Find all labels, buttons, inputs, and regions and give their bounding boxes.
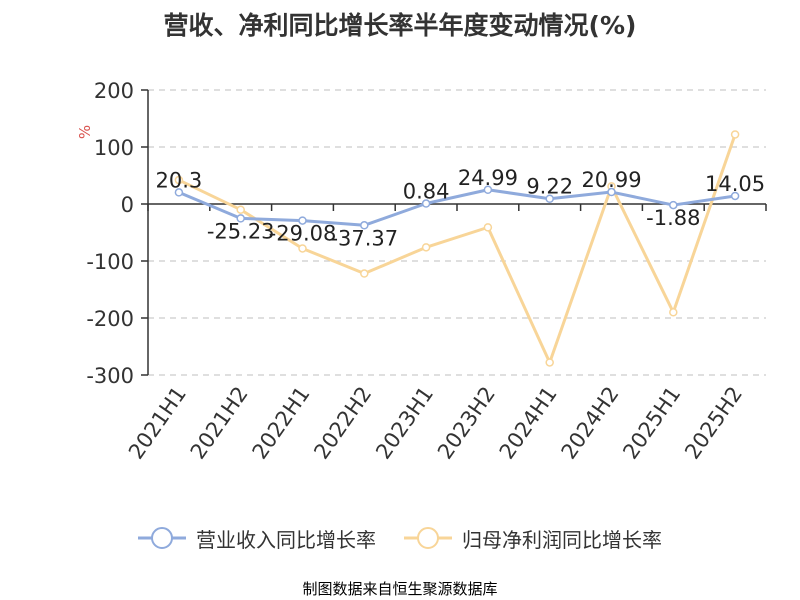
data-point-profit <box>174 175 184 185</box>
legend-label-profit: 归母净利润同比增长率 <box>462 527 662 552</box>
y-tick-label: 200 <box>94 79 134 103</box>
data-point-revenue <box>236 214 245 223</box>
data-label-revenue: 0.84 <box>403 180 450 204</box>
data-label-revenue: 20.99 <box>581 168 641 192</box>
x-tick-label: 2022H1 <box>248 382 315 463</box>
data-point-revenue <box>730 191 740 201</box>
data-label-revenue: 14.05 <box>705 172 765 196</box>
data-point-profit <box>236 205 245 214</box>
data-point-profit <box>421 243 431 252</box>
y-tick-label: 0 <box>121 193 134 217</box>
x-tick-label: 2021H1 <box>124 382 191 463</box>
data-point-revenue <box>421 199 431 208</box>
data-point-profit <box>360 269 369 278</box>
legend-item-profit[interactable]: 归母净利润同比增长率 <box>404 524 662 553</box>
x-tick-label: 2021H2 <box>186 382 253 463</box>
data-point-revenue <box>669 200 678 210</box>
data-point-profit <box>669 308 678 317</box>
y-axis-unit: % <box>76 125 94 139</box>
data-point-profit <box>545 358 554 367</box>
data-label-revenue: -37.37 <box>330 226 398 250</box>
data-label-revenue: 9.22 <box>526 175 573 199</box>
data-label-revenue: 24.99 <box>458 166 518 190</box>
legend-swatch-revenue <box>138 527 186 549</box>
data-point-revenue <box>174 188 184 197</box>
chart-title: 营收、净利同比增长率半年度变动情况(%) <box>163 11 637 40</box>
data-label-revenue: -25.23 <box>207 219 275 243</box>
x-tick-label: 2023H1 <box>371 382 438 463</box>
data-point-revenue <box>545 194 554 203</box>
x-tick-label: 2024H1 <box>495 382 562 463</box>
data-point-profit <box>298 244 307 253</box>
source-note: 制图数据来自恒生聚源数据库 <box>302 580 498 598</box>
legend-item-revenue[interactable]: 营业收入同比增长率 <box>138 524 376 553</box>
data-point-profit <box>730 130 740 139</box>
data-point-revenue <box>360 221 369 230</box>
data-point-revenue <box>607 187 616 197</box>
legend-label-revenue: 营业收入同比增长率 <box>196 527 376 552</box>
data-point-revenue <box>483 185 493 195</box>
x-tick-label: 2023H2 <box>433 382 500 463</box>
legend: 营业收入同比增长率 归母净利润同比增长率 <box>0 518 800 558</box>
series-line-revenue <box>178 188 736 227</box>
data-point-profit <box>483 223 493 232</box>
data-label-revenue: -1.88 <box>646 206 700 230</box>
x-tick-label: 2022H2 <box>309 382 376 463</box>
y-tick-label: 100 <box>94 136 134 160</box>
x-tick-label: 2024H2 <box>557 382 624 463</box>
data-label-revenue: 20.3 <box>156 168 203 192</box>
y-tick-label: -100 <box>86 250 134 274</box>
x-tick-label: 2025H1 <box>618 382 685 463</box>
y-tick-label: -200 <box>86 307 134 331</box>
x-tick-label: 2025H2 <box>680 382 747 463</box>
series-line-profit <box>178 133 737 364</box>
legend-swatch-profit <box>404 527 452 549</box>
y-tick-label: -300 <box>86 364 134 388</box>
data-label-revenue: -29.08 <box>269 222 337 246</box>
data-point-revenue <box>298 216 307 225</box>
